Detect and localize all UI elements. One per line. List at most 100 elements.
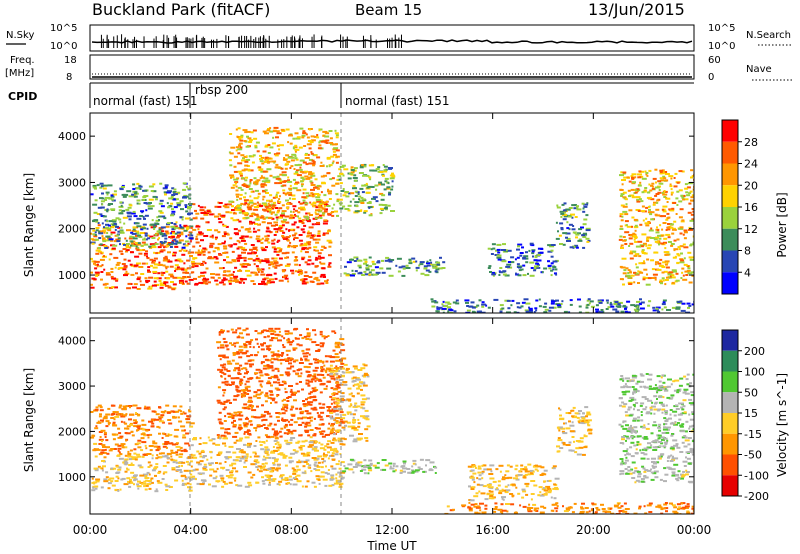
power-cell	[95, 229, 99, 232]
velocity-cell	[262, 458, 267, 461]
power-cell	[324, 141, 328, 144]
velocity-cell	[194, 468, 199, 471]
power-cell	[390, 210, 395, 212]
power-cell	[145, 281, 149, 284]
power-cell	[268, 217, 271, 219]
power-cell	[678, 248, 681, 251]
velocity-cell	[329, 364, 333, 367]
velocity-cell	[160, 414, 165, 417]
velocity-cell	[284, 478, 288, 481]
velocity-cell	[287, 482, 290, 484]
velocity-cell	[303, 365, 308, 368]
power-cell	[298, 269, 302, 272]
power-cell	[190, 226, 193, 229]
velocity-cell	[316, 373, 322, 376]
velocity-cell	[334, 332, 337, 334]
velocity-cell	[148, 487, 152, 490]
power-cell	[151, 205, 155, 208]
power-cell	[262, 190, 267, 193]
velocity-cell	[185, 432, 190, 435]
power-cell	[316, 136, 320, 139]
velocity-cell	[211, 438, 216, 441]
velocity-cell	[100, 429, 106, 432]
power-cell	[265, 156, 269, 159]
velocity-cell	[265, 439, 268, 442]
velocity-cell	[103, 480, 109, 483]
velocity-cell	[339, 443, 344, 446]
power-cell	[269, 281, 275, 284]
power-cell	[192, 217, 198, 220]
power-cell	[122, 268, 127, 271]
velocity-cell	[259, 392, 262, 395]
power-cell	[423, 267, 427, 270]
velocity-cell	[267, 424, 272, 427]
velocity-cell	[347, 425, 352, 428]
power-cell	[638, 262, 643, 265]
velocity-cell	[340, 471, 346, 474]
velocity-cell	[352, 365, 358, 368]
velocity-cell	[150, 477, 154, 480]
power-cell	[680, 259, 685, 262]
power-cell	[269, 146, 274, 149]
power-cell	[649, 189, 653, 192]
power-cell	[329, 142, 334, 144]
power-cell	[356, 257, 359, 260]
power-cell	[160, 226, 166, 229]
velocity-cell	[294, 337, 300, 340]
power-cell	[163, 281, 169, 284]
velocity-cell	[119, 488, 122, 491]
velocity-cell	[270, 397, 276, 400]
power-cell	[236, 247, 240, 250]
power-cell	[679, 208, 684, 211]
velocity-cell	[323, 448, 327, 451]
power-cell	[667, 241, 672, 243]
power-cell	[332, 150, 336, 153]
power-cell	[688, 228, 693, 231]
power-cell	[187, 207, 191, 210]
power-cell	[624, 224, 627, 227]
power-cell	[94, 234, 97, 236]
power-cell	[372, 263, 377, 266]
power-cell	[578, 238, 582, 241]
power-cell	[95, 220, 99, 223]
velocity-cell	[154, 418, 160, 421]
power-cell	[478, 299, 482, 302]
power-cell	[289, 235, 291, 238]
velocity-cell	[198, 452, 202, 455]
power-cell	[401, 265, 406, 268]
power-cell	[327, 188, 330, 191]
power-cell	[547, 244, 552, 247]
velocity-cell	[344, 424, 347, 427]
power-cell	[353, 169, 357, 172]
power-cell	[183, 262, 186, 265]
power-cell	[221, 215, 226, 218]
power-cell	[281, 212, 285, 215]
power-cell	[515, 272, 517, 275]
power-cell	[502, 270, 507, 273]
velocity-cell	[297, 417, 301, 420]
velocity-cell	[308, 362, 313, 365]
power-cell	[620, 195, 624, 197]
power-cell	[654, 168, 658, 171]
velocity-cell	[288, 478, 293, 481]
velocity-cell	[173, 459, 178, 462]
power-cell	[143, 254, 146, 257]
power-cell	[304, 251, 309, 254]
power-cell	[196, 262, 201, 265]
power-cell	[675, 306, 681, 309]
velocity-cell	[329, 356, 334, 358]
power-cell	[257, 223, 261, 226]
power-cell	[230, 176, 235, 179]
power-cell	[538, 305, 542, 308]
velocity-cell	[249, 455, 252, 458]
power-cell	[629, 270, 632, 273]
velocity-cell	[292, 347, 298, 350]
velocity-cell	[189, 422, 195, 425]
velocity-cell	[237, 369, 241, 372]
velocity-cell	[124, 458, 128, 461]
power-cell	[391, 175, 396, 178]
velocity-cell	[285, 349, 291, 352]
power-cell	[309, 214, 313, 216]
velocity-cell	[248, 342, 252, 345]
power-cell	[384, 180, 388, 183]
